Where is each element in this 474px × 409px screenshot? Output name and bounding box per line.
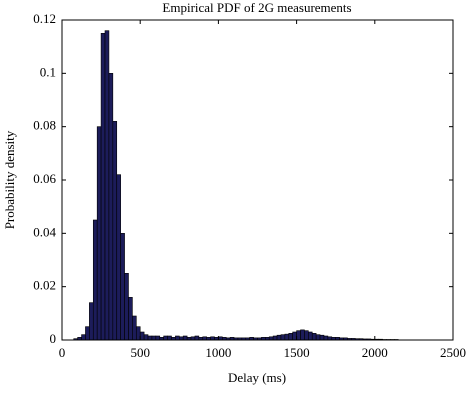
bar (311, 333, 317, 341)
bar (108, 73, 114, 341)
bar (182, 335, 188, 341)
bar (85, 326, 90, 341)
bar (132, 315, 137, 341)
y-tick-label: 0.08 (33, 118, 56, 133)
bar (315, 334, 321, 341)
bar (284, 333, 290, 341)
bar (319, 334, 325, 341)
bar (143, 334, 149, 341)
bar (272, 335, 278, 341)
bar (81, 334, 86, 341)
x-tick-label: 2500 (440, 345, 466, 360)
bar (175, 335, 180, 341)
x-tick-label: 2000 (362, 345, 388, 360)
bar (276, 334, 282, 341)
y-tick-label: 0.02 (33, 278, 56, 293)
bar (92, 219, 98, 341)
bar (292, 331, 297, 341)
bar (304, 330, 309, 341)
bar (167, 335, 172, 341)
bar (288, 333, 293, 341)
bar (120, 233, 125, 341)
bar (300, 329, 305, 341)
bar (139, 331, 145, 341)
bar (155, 335, 161, 341)
bar (128, 297, 133, 341)
y-axis-label: Probability density (2, 130, 17, 229)
y-tick-label: 0 (50, 331, 57, 346)
bar (151, 335, 157, 341)
bar (296, 330, 301, 341)
bar (89, 302, 94, 341)
chart-title: Empirical PDF of 2G measurements (162, 0, 351, 15)
bar (104, 30, 110, 341)
bar (323, 335, 329, 341)
x-tick-label: 1500 (284, 345, 310, 360)
x-tick-label: 0 (59, 345, 66, 360)
bar (116, 174, 121, 341)
x-axis-label: Delay (ms) (228, 370, 286, 385)
bar (147, 335, 153, 341)
bar (112, 121, 118, 341)
y-tick-label: 0.1 (40, 64, 56, 79)
x-tick-label: 500 (130, 345, 150, 360)
bar (308, 331, 313, 341)
bar (96, 126, 102, 341)
y-tick-label: 0.12 (33, 11, 56, 26)
y-tick-label: 0.04 (33, 224, 56, 239)
y-tick-label: 0.06 (33, 171, 56, 186)
x-tick-label: 1000 (205, 345, 231, 360)
bar (124, 273, 129, 341)
bar (194, 335, 200, 341)
bar (100, 33, 106, 341)
bar (280, 334, 286, 341)
bar (163, 335, 168, 341)
bar (135, 326, 141, 341)
